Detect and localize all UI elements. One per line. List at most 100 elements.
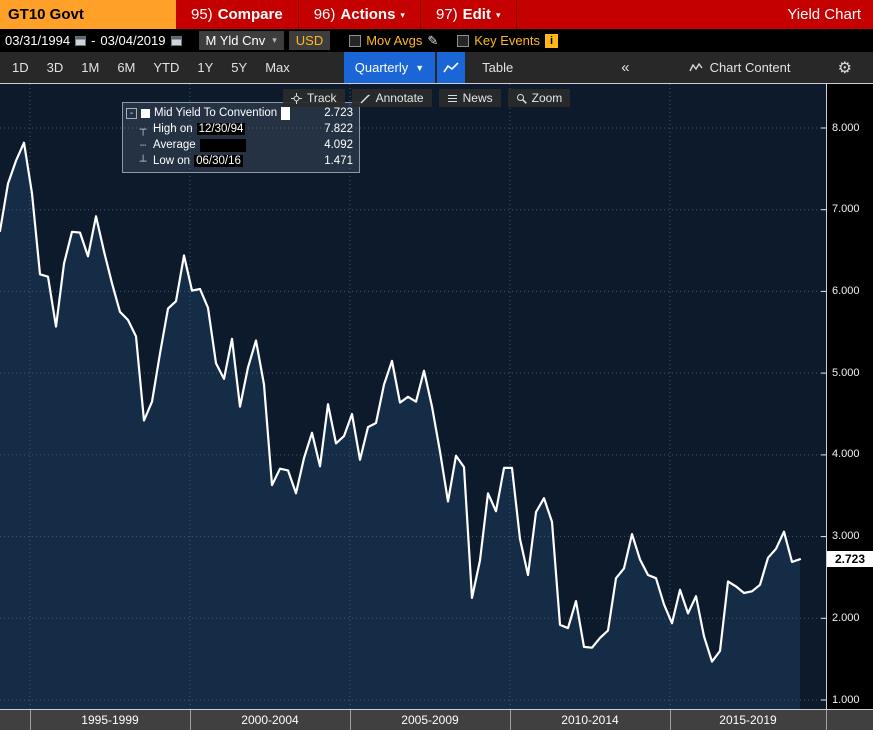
calendar-icon[interactable]	[75, 35, 87, 46]
period-toolbar: 1D 3D 1M 6M YTD 1Y 5Y Max Quarterly ▼ Ta…	[0, 52, 873, 83]
series-last-value: 2.723	[324, 107, 353, 119]
low-marker-icon: ┴	[139, 154, 147, 168]
frequency-value: Quarterly	[354, 60, 409, 75]
chevron-down-icon: ▾	[400, 10, 405, 20]
y-axis-label: 1.000	[832, 693, 860, 706]
high-marker-icon: ┬	[139, 122, 147, 136]
track-button[interactable]: Track	[283, 89, 345, 107]
menu-actions[interactable]: 96) Actions ▾	[299, 0, 421, 29]
magnifier-icon	[516, 93, 527, 104]
table-button[interactable]: Table	[482, 60, 514, 75]
pencil-icon	[360, 94, 370, 104]
yield-type-select[interactable]: M Yld Cnv ▾	[198, 31, 284, 50]
top-menu-bar: GT10 Govt 95) Compare 96) Actions ▾ 97) …	[0, 0, 873, 29]
date-to-input[interactable]: 03/04/2019	[100, 33, 166, 48]
period-5y[interactable]: 5Y	[231, 60, 248, 75]
chart-legend[interactable]: - Mid Yield To Convention 2.723 ┬ High o…	[122, 102, 360, 173]
key-events-checkbox[interactable]	[457, 34, 470, 47]
menu-number: 95)	[191, 6, 213, 23]
info-icon[interactable]: i	[545, 33, 559, 48]
line-chart-icon	[443, 61, 459, 72]
yield-type-value: M Yld Cnv	[205, 33, 266, 48]
low-date[interactable]: 06/30/16	[194, 155, 243, 167]
chart-area[interactable]: Track Annotate News Zoom - Mid Yield To …	[0, 83, 873, 710]
mov-avgs-label: Mov Avgs	[366, 33, 423, 48]
last-value-badge: 2.723	[827, 551, 873, 568]
x-axis: 1995-1999 2000-2004 2005-2009 2010-2014 2015…	[0, 710, 873, 730]
y-axis: 8.000 7.000 6.000 5.000 4.000 3.000 2.000 1.000	[826, 84, 873, 709]
period-max[interactable]: Max	[265, 60, 290, 75]
x-axis-tick	[30, 710, 31, 730]
chart-inner-toolbar: Track Annotate News Zoom	[283, 89, 571, 107]
chart-content-label: Chart Content	[709, 60, 791, 75]
x-axis-tick	[350, 710, 351, 730]
menu-label: Compare	[217, 6, 283, 23]
chevron-down-icon: ▾	[272, 35, 277, 45]
chevron-down-icon: ▼	[415, 62, 425, 73]
currency-value: USD	[295, 33, 324, 48]
period-6m[interactable]: 6M	[117, 60, 136, 75]
mov-avgs-checkbox[interactable]	[349, 34, 362, 47]
menu-label: Actions	[340, 6, 396, 23]
calendar-icon[interactable]	[170, 35, 182, 46]
legend-collapse-icon[interactable]: -	[126, 107, 137, 119]
period-1d[interactable]: 1D	[12, 60, 29, 75]
line-chart-view-button[interactable]	[437, 52, 466, 83]
annotate-button[interactable]: Annotate	[351, 89, 432, 107]
x-axis-tick	[510, 710, 511, 730]
zoom-label: Zoom	[531, 91, 563, 105]
currency-select[interactable]: USD	[288, 31, 331, 50]
legend-high-row[interactable]: ┬ High on 12/30/94 7.822	[126, 121, 353, 137]
crosshair-icon	[291, 92, 302, 104]
y-axis-label: 4.000	[832, 448, 860, 461]
settings-bar: 03/31/1994 - 03/04/2019 M Yld Cnv ▾ USD …	[0, 29, 873, 52]
period-3d[interactable]: 3D	[46, 60, 64, 75]
period-1m[interactable]: 1M	[81, 60, 100, 75]
average-value: 4.092	[324, 139, 353, 151]
menu-compare[interactable]: 95) Compare	[176, 0, 299, 29]
y-axis-label: 5.000	[832, 366, 860, 379]
high-date[interactable]: 12/30/94	[196, 123, 246, 135]
y-axis-label: 2.000	[832, 611, 860, 624]
legend-average-row[interactable]: ┄ Average 4.092	[126, 137, 353, 153]
x-axis-tick	[826, 710, 827, 730]
menu-label: Edit	[462, 6, 491, 23]
x-axis-label: 2000-2004	[241, 713, 299, 727]
series-name: Mid Yield To Convention	[154, 107, 278, 119]
x-axis-label: 2010-2014	[561, 713, 619, 727]
news-label: News	[462, 91, 493, 105]
period-1y[interactable]: 1Y	[197, 60, 214, 75]
chart-content-button[interactable]: Chart Content	[679, 52, 801, 83]
x-axis-label: 2005-2009	[401, 713, 459, 727]
menu-number: 97)	[435, 6, 458, 23]
menu-number: 96)	[313, 6, 336, 23]
key-events-label: Key Events	[474, 33, 541, 48]
y-axis-label: 7.000	[832, 203, 860, 216]
legend-series-row[interactable]: - Mid Yield To Convention 2.723	[126, 105, 353, 121]
yield-chart-svg[interactable]	[0, 84, 826, 709]
page-title: Yield Chart	[787, 6, 861, 23]
chevron-down-icon: ▾	[495, 10, 501, 20]
frequency-select[interactable]: Quarterly ▼	[343, 52, 436, 83]
series-color-swatch	[141, 108, 150, 118]
zoom-button[interactable]: Zoom	[507, 89, 571, 107]
average-line-icon: ┄	[139, 138, 147, 152]
average-field[interactable]	[199, 138, 246, 152]
pencil-icon[interactable]: ✎	[427, 32, 439, 48]
track-label: Track	[307, 91, 337, 105]
security-ticker-input[interactable]: GT10 Govt	[0, 0, 176, 29]
y-axis-label: 3.000	[832, 530, 860, 543]
collapse-panel-button[interactable]: «	[621, 59, 630, 76]
x-axis-label: 1995-1999	[81, 713, 139, 727]
settings-gear-icon[interactable]: ⚙	[837, 59, 852, 77]
average-label: Average	[153, 139, 196, 151]
period-ytd[interactable]: YTD	[153, 60, 180, 75]
low-value: 1.471	[324, 155, 353, 167]
news-button[interactable]: News	[438, 89, 501, 107]
high-value: 7.822	[324, 123, 353, 135]
legend-low-row[interactable]: ┴ Low on 06/30/16 1.471	[126, 153, 353, 169]
menu-edit[interactable]: 97) Edit ▾	[421, 0, 517, 29]
annotate-label: Annotate	[375, 91, 424, 105]
zigzag-chart-icon	[688, 62, 703, 72]
date-from-input[interactable]: 03/31/1994	[5, 33, 71, 48]
